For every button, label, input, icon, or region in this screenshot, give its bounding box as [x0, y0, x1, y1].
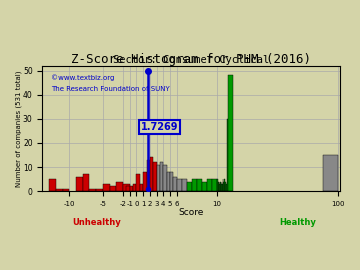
Bar — [224, 179, 225, 191]
Bar — [116, 181, 123, 191]
Bar — [56, 189, 63, 191]
Bar — [96, 189, 103, 191]
Bar — [150, 157, 153, 191]
Bar — [217, 179, 218, 191]
Bar — [63, 189, 69, 191]
Bar — [221, 184, 222, 191]
Y-axis label: Number of companies (531 total): Number of companies (531 total) — [15, 70, 22, 187]
Bar — [157, 165, 160, 191]
Bar — [103, 184, 109, 191]
Bar — [167, 172, 170, 191]
Bar — [192, 179, 197, 191]
Bar — [197, 179, 202, 191]
Bar — [228, 75, 233, 191]
Bar — [130, 186, 133, 191]
Text: Unhealthy: Unhealthy — [72, 218, 121, 227]
Text: The Research Foundation of SUNY: The Research Foundation of SUNY — [51, 86, 170, 92]
Bar — [140, 184, 143, 191]
Bar — [182, 179, 187, 191]
Bar — [212, 179, 217, 191]
Text: Healthy: Healthy — [279, 218, 316, 227]
X-axis label: Score: Score — [178, 208, 204, 217]
Bar — [170, 172, 174, 191]
Bar — [202, 181, 207, 191]
Bar — [133, 184, 136, 191]
Bar — [160, 162, 163, 191]
Bar — [163, 165, 167, 191]
Bar — [187, 181, 192, 191]
Text: 1.7269: 1.7269 — [141, 122, 178, 132]
Text: Sector: Consumer Cyclical: Sector: Consumer Cyclical — [113, 55, 269, 65]
Bar — [123, 184, 130, 191]
Bar — [147, 160, 150, 191]
Bar — [143, 172, 147, 191]
Bar — [207, 179, 212, 191]
Bar — [174, 177, 177, 191]
Title: Z-Score Histogram for PHM (2016): Z-Score Histogram for PHM (2016) — [71, 53, 311, 66]
Bar — [219, 184, 220, 191]
Bar — [49, 179, 56, 191]
Bar — [153, 162, 157, 191]
Bar — [226, 119, 228, 191]
Bar — [136, 174, 140, 191]
Bar — [109, 186, 116, 191]
Bar — [323, 155, 338, 191]
Bar — [177, 179, 182, 191]
Text: ©www.textbiz.org: ©www.textbiz.org — [51, 75, 114, 81]
Bar — [220, 181, 221, 191]
Bar — [89, 189, 96, 191]
Bar — [225, 181, 226, 191]
Bar — [126, 186, 130, 191]
Bar — [223, 181, 224, 191]
Bar — [222, 179, 223, 191]
Bar — [83, 174, 89, 191]
Bar — [218, 181, 219, 191]
Bar — [76, 177, 83, 191]
